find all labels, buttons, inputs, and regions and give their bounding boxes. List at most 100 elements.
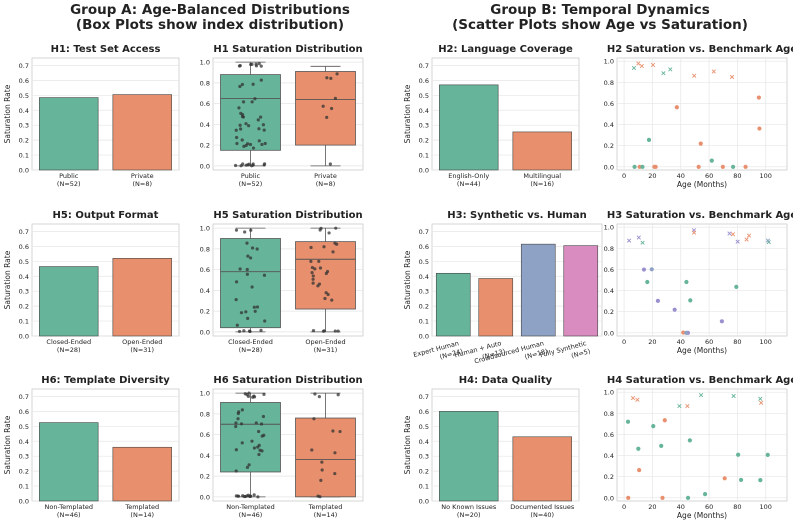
h1-box-point: [253, 97, 257, 101]
h4-scatter-point: [722, 476, 727, 481]
h4-scatter-point: [736, 452, 741, 457]
h5-box-point: [243, 230, 247, 234]
h6-box-point: [259, 422, 264, 426]
h1-bar-ytick-label: 0.7: [19, 62, 29, 70]
h4-scatter-xtick-label: 20: [648, 503, 656, 511]
h1-box-point: [233, 163, 238, 168]
h1-box-point: [257, 139, 261, 143]
group-b-title-line1: Group B: Temporal Dynamics: [490, 2, 710, 18]
h2-scatter-ytick-label: 0.4: [604, 121, 614, 129]
h5-box-ytick-label: 0.0: [200, 328, 210, 336]
h1-box-point: [238, 84, 242, 89]
h6-box-point: [245, 393, 249, 397]
h2-scatter-point-saturated: [692, 73, 697, 78]
h6-box-point: [333, 471, 337, 476]
h6-box-point: [331, 429, 335, 433]
h2-bar-xtick-label: Multilingual: [523, 172, 561, 180]
h2-scatter-title: H2 Saturation vs. Benchmark Age: [607, 44, 793, 55]
h1-box-point: [235, 141, 239, 146]
h5-box-point: [317, 259, 321, 263]
h4-scatter-xtick-label: 40: [677, 503, 685, 511]
h5-box-ytick-label: 0.6: [200, 266, 210, 274]
h2-scatter-ytick-label: 0.0: [604, 163, 614, 171]
h4-scatter-title: H4 Saturation vs. Benchmark Age: [607, 375, 793, 386]
h2-bar-bar: [512, 131, 572, 171]
h6-box-point: [262, 392, 266, 396]
h2-scatter-xtick-label: 60: [705, 172, 713, 180]
h5-box-point: [249, 228, 253, 232]
group-a-title: Group A: Age-Balanced Distributions (Box…: [20, 3, 400, 33]
h1-bar-ylabel: Saturation Rate: [3, 84, 12, 143]
h5-box-xtick-label: Closed-Ended: [228, 338, 273, 346]
h6-box-ytick-label: 0.0: [200, 493, 210, 501]
h2-scatter-point-saturated: [661, 71, 666, 76]
h6-box-point: [239, 422, 244, 426]
h6-box-title: H6 Saturation Distribution: [213, 375, 362, 386]
h1-box-point: [262, 128, 266, 132]
h3-scatter-point: [684, 279, 689, 285]
h4-scatter-ytick-label: 0.8: [604, 410, 614, 418]
h4-scatter-ytick-label: 0.2: [604, 473, 614, 481]
h3-scatter-point: [734, 284, 739, 289]
h4-bar-title: H4: Data Quality: [459, 375, 553, 386]
group-b-title: Group B: Temporal Dynamics (Scatter Plot…: [410, 3, 790, 33]
h6-box-point: [320, 460, 324, 464]
h5-box-ytick-label: 1.0: [200, 225, 210, 233]
h1-box-xtick-label: Public: [241, 172, 261, 180]
group-a-title-line2: (Box Plots show index distribution): [75, 17, 345, 33]
h2-scatter-frame: [616, 57, 788, 171]
h6-box-point: [234, 494, 238, 498]
h1-box-point: [240, 82, 244, 87]
h5-box-title: H5 Saturation Distribution: [213, 210, 362, 221]
h2-scatter-xtick-label: 40: [677, 172, 685, 180]
h1-bar-bar: [112, 94, 172, 171]
h6-box-point: [234, 469, 238, 473]
h1-box-point: [237, 64, 242, 68]
h4-scatter-frame: [616, 388, 788, 502]
h3-bar-ytick-label: 0.7: [419, 228, 429, 236]
h5-box-point: [246, 316, 250, 320]
h3-scatter-ytick-label: 0.0: [604, 329, 614, 337]
h5-box-point: [250, 285, 254, 289]
h4-scatter-point-saturated: [630, 395, 636, 401]
h4-bar-ytick-label: 0.0: [419, 498, 429, 506]
group-b-title-line2: (Scatter Plots show Age vs Saturation): [452, 17, 748, 33]
h6-box-xtick-n: (N=14): [314, 511, 338, 519]
h6-box-ytick-label: 1.0: [200, 390, 210, 398]
h2-scatter-ytick-label: 0.6: [604, 100, 614, 108]
h6-bar-bar: [39, 422, 99, 502]
h1-box-point: [251, 146, 256, 150]
h1-box-point: [247, 124, 251, 128]
h6-box-point: [234, 448, 238, 452]
h5-box-point: [326, 292, 330, 297]
h5-box-point: [263, 319, 267, 323]
h5-box-point: [323, 296, 327, 301]
h6-box-ytick-label: 0.2: [200, 473, 210, 481]
h1-box-point: [244, 122, 248, 126]
h1-box-point: [248, 142, 253, 147]
h1-box-ytick-label: 0.8: [200, 79, 210, 87]
h6-box-xtick-label: Templated: [308, 503, 343, 511]
h3-scatter-title: H3 Saturation vs. Benchmark Age: [607, 210, 793, 221]
h2-bar-ytick-label: 0.6: [419, 77, 429, 85]
h3-bar-bar: [520, 243, 556, 337]
h6-box-point: [257, 429, 261, 434]
h4-scatter-point: [758, 478, 763, 483]
h5-bar-ytick-label: 0.0: [19, 333, 29, 341]
h1-box-title: H1 Saturation Distribution: [213, 44, 362, 55]
h2-bar-ytick-label: 0.5: [419, 92, 429, 100]
h5-box-point: [330, 298, 334, 302]
h3-scatter-point: [719, 319, 724, 324]
h5-box-point: [319, 226, 323, 231]
h1-bar-ytick-label: 0.3: [19, 122, 29, 130]
h5-box-point: [245, 241, 249, 245]
h4-bar-bar: [512, 436, 572, 502]
h6-bar-ytick-label: 0.2: [19, 468, 29, 476]
h2-scatter-point-saturated: [631, 65, 637, 71]
h5-box-ytick-label: 0.8: [200, 245, 210, 253]
h2-scatter-xtick-label: 100: [760, 172, 772, 180]
h1-bar-xtick-label: Public: [59, 172, 79, 180]
h5-box-point: [250, 246, 255, 250]
h3-scatter-xtick-label: 100: [760, 338, 772, 346]
